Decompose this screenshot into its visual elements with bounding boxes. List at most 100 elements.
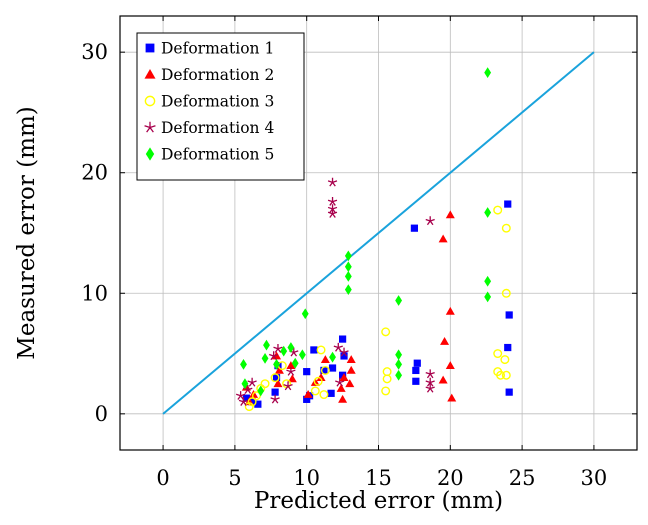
- y-tick-label: 0: [95, 402, 108, 426]
- data-point-series-4: [327, 204, 338, 214]
- data-point-series-4: [425, 216, 435, 226]
- data-point-series-3: [319, 390, 329, 400]
- data-point-series-1: [505, 311, 513, 319]
- data-point-series-3: [244, 402, 254, 412]
- legend-label: Deformation 3: [161, 93, 274, 111]
- data-point-series-1: [412, 366, 420, 375]
- data-point-series-5: [484, 67, 492, 79]
- data-point-series-2: [336, 384, 346, 392]
- data-point-series-5: [344, 284, 352, 296]
- data-point-series-5: [344, 271, 352, 282]
- data-point-series-4: [289, 347, 299, 357]
- data-point-series-3: [382, 367, 392, 377]
- x-tick-label: 25: [509, 466, 536, 490]
- data-point-series-5: [484, 207, 492, 218]
- data-point-series-1: [242, 394, 250, 402]
- data-point-series-3: [251, 391, 261, 401]
- data-point-series-4: [247, 377, 257, 387]
- data-point-series-3: [493, 349, 503, 359]
- data-point-series-2: [346, 355, 356, 363]
- x-tick-label: 0: [156, 466, 169, 490]
- data-point-series-1: [505, 388, 513, 396]
- data-point-series-5: [287, 342, 295, 353]
- data-point-series-3: [382, 374, 392, 384]
- y-tick-label: 30: [81, 40, 108, 64]
- data-point-series-4: [269, 351, 279, 361]
- data-point-series-5: [291, 357, 299, 369]
- data-point-series-5: [240, 359, 247, 370]
- data-point-series-3: [247, 397, 257, 407]
- data-point-series-5: [298, 349, 306, 361]
- y-tick-label: 20: [81, 161, 108, 185]
- data-point-series-1: [272, 374, 281, 382]
- data-point-series-1: [303, 368, 311, 376]
- data-point-series-2: [345, 379, 355, 388]
- data-point-series-5: [395, 349, 403, 361]
- data-point-series-5: [395, 369, 403, 381]
- data-point-series-4: [286, 366, 296, 376]
- data-point-series-4: [273, 344, 283, 353]
- data-points: [235, 67, 513, 412]
- data-point-series-2: [438, 375, 448, 384]
- data-point-series-4: [327, 196, 338, 206]
- data-point-series-2: [273, 379, 283, 388]
- data-point-series-1: [327, 389, 335, 397]
- x-tick-label: 5: [228, 466, 241, 490]
- data-point-series-4: [425, 383, 435, 393]
- legend-label: Deformation 5: [161, 146, 274, 164]
- data-point-series-1: [413, 359, 421, 367]
- data-point-series-2: [320, 355, 330, 363]
- data-point-series-4: [333, 342, 343, 352]
- data-point-series-3: [320, 365, 330, 375]
- data-point-series-3: [496, 370, 506, 380]
- data-point-series-2: [445, 361, 455, 369]
- data-point-series-4: [283, 381, 293, 391]
- data-point-series-2: [316, 373, 326, 382]
- data-point-series-2: [447, 393, 457, 402]
- data-point-series-5: [344, 250, 352, 262]
- data-point-series-2: [287, 374, 297, 383]
- data-point-series-2: [445, 306, 455, 315]
- legend-label: Deformation 4: [161, 119, 274, 137]
- data-point-series-1: [310, 346, 318, 354]
- x-tick-label: 30: [581, 466, 608, 490]
- x-axis-label: Predicted error (mm): [254, 488, 503, 514]
- data-point-series-1: [303, 395, 311, 403]
- data-point-series-2: [303, 390, 313, 398]
- data-point-series-5: [273, 359, 280, 370]
- data-point-series-1: [410, 224, 419, 232]
- legend-marker-series-1: [145, 43, 155, 53]
- legend-box: [136, 32, 305, 181]
- data-point-series-1: [248, 398, 256, 406]
- data-point-series-3: [310, 386, 320, 396]
- data-point-series-4: [235, 391, 246, 400]
- data-point-series-3: [381, 386, 391, 396]
- data-point-series-3: [316, 345, 326, 355]
- data-point-series-2: [339, 373, 349, 382]
- data-point-series-5: [280, 345, 288, 357]
- legend: Deformation 1 Deformation 2 Deformation 3 D…: [136, 32, 305, 181]
- data-point-series-1: [504, 343, 512, 352]
- data-point-series-5: [261, 352, 269, 364]
- legend-label: Deformation 1: [161, 40, 274, 58]
- data-point-series-3: [493, 205, 503, 215]
- data-point-series-4: [270, 394, 280, 404]
- data-point-series-1: [254, 400, 262, 408]
- data-point-series-4: [425, 369, 435, 379]
- legend-marker-series-4: [144, 121, 156, 133]
- x-tick-label: 15: [365, 466, 392, 490]
- data-point-series-4: [327, 209, 338, 218]
- data-point-series-2: [274, 365, 284, 374]
- data-point-series-3: [501, 288, 511, 298]
- x-tick-label: 10: [293, 466, 320, 490]
- data-point-series-2: [310, 377, 320, 386]
- data-point-series-5: [263, 339, 270, 351]
- legend-label: Deformation 2: [161, 66, 274, 84]
- data-point-series-4: [425, 377, 435, 387]
- data-point-series-2: [286, 361, 296, 369]
- data-point-series-3: [501, 370, 511, 380]
- data-point-series-5: [329, 351, 336, 363]
- identity-line: [162, 51, 595, 415]
- data-point-series-1: [338, 371, 347, 379]
